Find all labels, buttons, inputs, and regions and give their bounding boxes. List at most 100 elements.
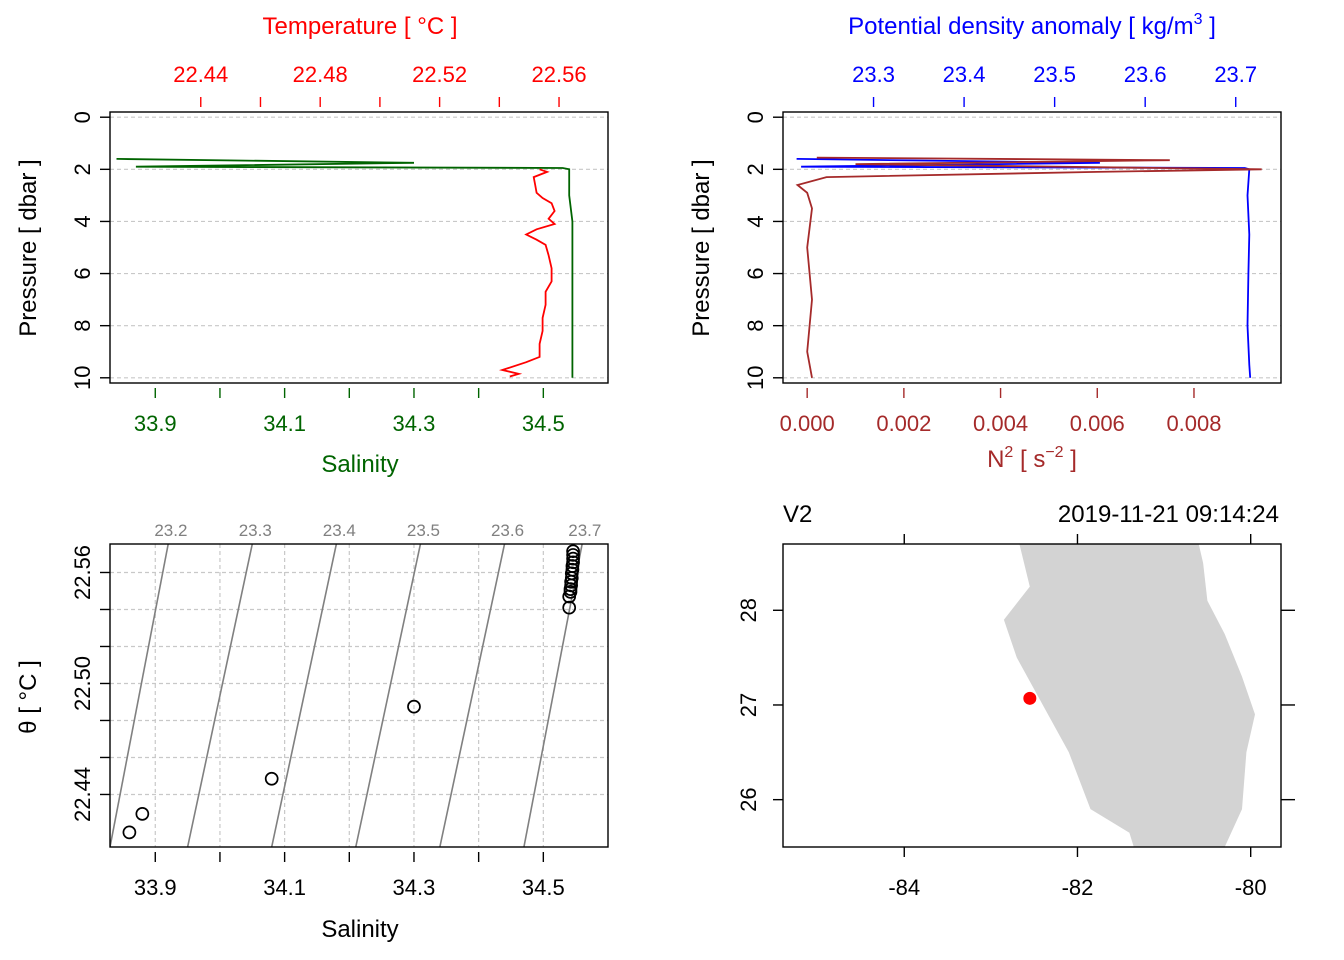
p2-density-title-main: Potential density anomaly [ kg/m [848, 13, 1194, 40]
pressure-tick-label: 8 [70, 320, 95, 332]
p2-density-title-sup: 3 [1194, 11, 1203, 28]
lat-tick-label: 26 [736, 787, 761, 811]
p1-temperature-title: Temperature [ °C ] [263, 13, 458, 40]
series-salinity [116, 158, 574, 378]
theta-tick-label: 22.44 [70, 767, 95, 822]
land-polygon [1003, 544, 1255, 847]
ts-point [562, 600, 577, 615]
isopycnal-line [186, 544, 254, 847]
p2-n2-label-sup2: −2 [1045, 444, 1063, 461]
salinity-tick-label: 34.1 [263, 875, 306, 900]
p3-isopycnals [110, 544, 583, 847]
panel-ts-profile: 0 2 4 6 8 10 22.44 22.48 22.52 22.56 33.9 34.1 34.… [15, 13, 609, 478]
isopycnal-label: 23.2 [154, 521, 187, 540]
salinity-tick-label: 34.3 [393, 875, 436, 900]
density-tick-label: 23.7 [1214, 62, 1257, 87]
salinity-tick-label: 33.9 [134, 875, 177, 900]
ts-point [566, 544, 580, 559]
p2-n2-label-sup: 2 [1004, 444, 1013, 461]
theta-tick-label: 22.56 [70, 545, 95, 600]
pressure-tick-label: 4 [743, 215, 768, 227]
pressure-tick-label: 0 [70, 111, 95, 123]
pressure-tick-label: 6 [743, 267, 768, 279]
p4-map-frame [782, 543, 1282, 848]
temperature-tick-label: 22.52 [412, 62, 467, 87]
salinity-tick-label: 34.5 [522, 411, 565, 436]
isopycnal-line [354, 544, 422, 847]
p1-pressure-label: Pressure [ dbar ] [15, 159, 42, 336]
density-tick-label: 23.3 [852, 62, 895, 87]
p4-map-axes: -84 -82 -80 26 27 28 [736, 534, 1295, 900]
isopycnal-label: 23.7 [568, 521, 601, 540]
pressure-tick-label: 10 [70, 366, 95, 390]
isopycnal-label: 23.6 [491, 521, 524, 540]
n2-tick-label: 0.002 [876, 411, 931, 436]
p3-theta-axis: 22.44 22.50 22.56 [70, 545, 110, 822]
ts-point [407, 699, 421, 714]
n2-tick-label: 0.008 [1166, 411, 1221, 436]
density-tick-label: 23.4 [943, 62, 986, 87]
isopycnal-label: 23.3 [239, 521, 272, 540]
p1-plot-frame [109, 111, 609, 384]
isopycnal-line [110, 544, 170, 847]
salinity-tick-label: 34.5 [522, 875, 565, 900]
p1-pressure-axis: 0 2 4 6 8 10 [70, 111, 110, 390]
lon-tick-label: -84 [888, 875, 920, 900]
pressure-tick-label: 4 [70, 215, 95, 227]
salinity-tick-label: 33.9 [134, 411, 177, 436]
p1-temperature-axis: 22.44 22.48 22.52 22.56 [173, 62, 587, 107]
p3-points [122, 544, 580, 840]
ts-point [264, 771, 279, 786]
p2-pressure-label: Pressure [ dbar ] [688, 159, 715, 336]
p2-lines [795, 156, 1262, 378]
series-n2 [795, 156, 1262, 378]
lon-tick-label: -82 [1062, 875, 1094, 900]
station-datetime: 2019-11-21 09:14:24 [1058, 501, 1279, 528]
ts-point [135, 807, 150, 821]
n2-tick-label: 0.000 [780, 411, 835, 436]
salinity-tick-label: 34.1 [263, 411, 306, 436]
p2-density-title-end: ] [1203, 13, 1216, 40]
p2-n2-axis: 0.000 0.002 0.004 0.006 0.008 [780, 388, 1222, 436]
pressure-tick-label: 2 [743, 163, 768, 175]
series-temperature [498, 168, 557, 378]
isopycnal-label: 23.5 [407, 521, 440, 540]
p2-pressure-axis: 0 2 4 6 8 10 [743, 111, 783, 390]
p2-n2-label-main: N [987, 446, 1004, 473]
lat-tick-label: 27 [736, 693, 761, 717]
p3-theta-label: θ [ °C ] [15, 660, 42, 734]
density-tick-label: 23.6 [1124, 62, 1167, 87]
isopycnal-line [439, 544, 506, 847]
n2-tick-label: 0.004 [973, 411, 1028, 436]
p2-plot-frame [782, 111, 1282, 384]
ts-point [566, 551, 580, 566]
panel-ts-diagram: 23.2 23.3 23.4 23.5 23.6 23.7 33.9 34.1 34.3 34.… [15, 521, 609, 943]
p2-n2-label-end: ] [1064, 446, 1077, 473]
p1-salinity-axis: 33.9 34.1 34.3 34.5 [134, 388, 565, 436]
p3-grid [110, 544, 608, 847]
p3-isopycnal-labels: 23.2 23.3 23.4 23.5 23.6 23.7 [154, 521, 601, 540]
n2-tick-label: 0.006 [1070, 411, 1125, 436]
temperature-tick-label: 22.56 [532, 62, 587, 87]
pressure-tick-label: 10 [743, 366, 768, 390]
p2-density-axis: 23.3 23.4 23.5 23.6 23.7 [852, 62, 1257, 107]
temperature-tick-label: 22.48 [293, 62, 348, 87]
p2-n2-label-mid: [ s [1013, 446, 1045, 473]
pressure-tick-label: 8 [743, 320, 768, 332]
temperature-tick-label: 22.44 [173, 62, 228, 87]
p2-n2-label: N2 [ s−2 ] [987, 444, 1077, 473]
ts-point [122, 825, 137, 840]
panel-station-map: -84 -82 -80 26 27 28 V2 2019-11-21 09:14:24 [736, 501, 1295, 900]
ts-point [565, 562, 580, 577]
density-tick-label: 23.5 [1033, 62, 1076, 87]
salinity-tick-label: 34.3 [393, 411, 436, 436]
pressure-tick-label: 0 [743, 111, 768, 123]
ts-point [566, 548, 580, 562]
p1-salinity-label: Salinity [321, 451, 398, 478]
isopycnal-label: 23.4 [323, 521, 356, 540]
ts-point [566, 555, 580, 570]
lat-tick-label: 28 [736, 598, 761, 622]
p2-grid [783, 116, 1281, 379]
